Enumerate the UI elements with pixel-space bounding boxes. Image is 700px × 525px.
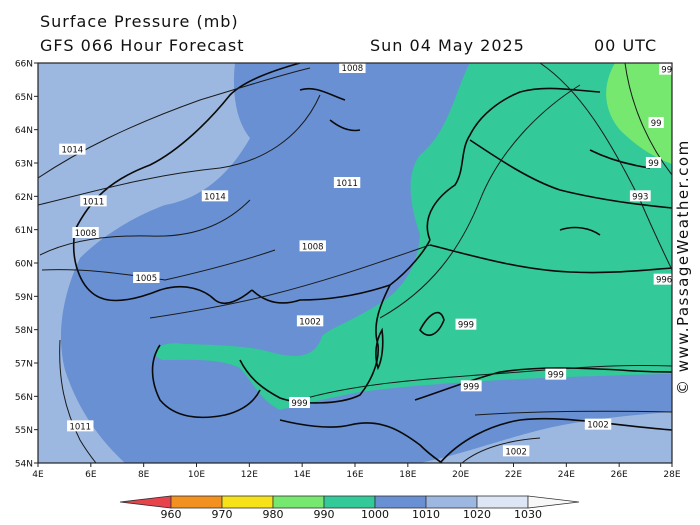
legend-swatch <box>425 495 478 509</box>
lon-label: 10E <box>188 470 205 480</box>
coastlines <box>72 63 672 463</box>
lat-label: 65N <box>15 93 33 103</box>
lat-label: 62N <box>15 193 33 203</box>
legend-swatch <box>221 495 274 509</box>
forecast-time: 00 UTC <box>594 36 658 55</box>
legend-label: 980 <box>263 508 284 521</box>
lat-label: 57N <box>15 360 33 370</box>
zone-1000 <box>154 63 672 410</box>
lat-label: 63N <box>15 160 33 170</box>
lon-label: 6E <box>85 470 97 480</box>
isobar-label-bg <box>455 318 477 330</box>
lon-label: 14E <box>294 470 311 480</box>
isobar-label: 993 <box>632 192 648 202</box>
isobar-label-bg <box>629 190 651 202</box>
lon-label: 18E <box>399 470 416 480</box>
legend-swatch <box>527 495 580 509</box>
isobar-label: 1008 <box>302 242 324 252</box>
isobar-label-bg <box>72 227 99 238</box>
legend-label: 990 <box>314 508 335 521</box>
isobar-label-bg <box>289 397 310 408</box>
isobar-label-bg <box>339 63 366 73</box>
legend-swatch <box>323 495 376 509</box>
isobar-label-bg <box>201 190 229 202</box>
lon-label: 24E <box>558 470 575 480</box>
lon-label: 16E <box>346 470 363 480</box>
isobar-label-bg <box>653 273 672 285</box>
isobar-label-bg <box>648 117 664 128</box>
legend-swatch <box>170 495 223 509</box>
isobar-label: 1008 <box>75 229 97 239</box>
legend-label: 1000 <box>361 508 389 521</box>
lon-label: 20E <box>452 470 469 480</box>
lat-label: 54N <box>15 460 33 470</box>
isobar-label: 1002 <box>299 317 321 327</box>
forecast-date: Sun 04 May 2025 <box>370 36 525 55</box>
isobar-label-bg <box>80 195 107 207</box>
isobar-label: 99 <box>661 66 672 76</box>
isobar-lines <box>38 63 672 463</box>
isobar-label: 1005 <box>135 274 157 284</box>
lon-label: 12E <box>241 470 258 480</box>
isobar-label-bg <box>296 315 324 327</box>
isobar-label-bg <box>545 368 567 380</box>
isobar-label: 996 <box>656 276 672 286</box>
isobar-label: 999 <box>458 321 474 331</box>
legend-label: 1010 <box>412 508 440 521</box>
isobar-label: 1014 <box>204 192 226 202</box>
isobar-label-bg <box>299 240 326 252</box>
isobar-label-bg <box>59 143 86 155</box>
legend-label: 970 <box>212 508 233 521</box>
isobar-label-bg <box>645 157 662 168</box>
isobar-label-bg <box>333 177 361 188</box>
isobar-label: 999 <box>291 399 307 409</box>
isobar-label: 1008 <box>342 64 364 74</box>
lat-label: 61N <box>15 226 33 236</box>
zone-1020-west <box>38 63 250 463</box>
isobar-label: 1011 <box>336 179 358 189</box>
lat-label: 59N <box>15 293 33 303</box>
forecast-label: GFS 066 Hour Forecast <box>40 36 245 55</box>
pressure-legend: 960 970 980 990 1000 1010 1020 1030 <box>119 495 580 521</box>
lat-label: 66N <box>15 60 33 70</box>
isobar-label: 999 <box>548 371 564 381</box>
isobar-label: 1011 <box>69 422 91 432</box>
lat-label: 55N <box>15 426 33 436</box>
isobar-label: 1002 <box>587 421 609 431</box>
legend-swatch <box>119 495 172 509</box>
legend-label: 1020 <box>463 508 491 521</box>
zone-990 <box>606 63 672 164</box>
isobar-label-bg <box>584 418 612 430</box>
isobar-label-bg <box>133 272 160 283</box>
isobar-label: 1011 <box>83 197 105 207</box>
lat-label: 60N <box>15 260 33 270</box>
isobar-label-bg <box>460 380 482 392</box>
isobar-label: 999 <box>463 382 479 392</box>
isobar-label-bg <box>67 420 94 432</box>
isobar-label: 1014 <box>62 146 84 156</box>
lon-label: 28E <box>663 470 680 480</box>
lat-label: 56N <box>15 393 33 403</box>
legend-swatch <box>272 495 325 509</box>
isobar-label: 99 <box>651 119 662 129</box>
axis-layer: 66N 65N 64N 63N 62N 61N 60N 59N 58N 57N 56N 55N 54N4… <box>15 60 681 481</box>
legend-swatch <box>476 495 529 509</box>
lat-label: 58N <box>15 326 33 336</box>
isobar-label: 1002 <box>505 447 527 457</box>
lon-label: 4E <box>32 470 44 480</box>
legend-label: 1030 <box>514 508 542 521</box>
lat-label: 64N <box>15 126 33 136</box>
legend-swatch <box>374 495 427 509</box>
isobar-label: 99 <box>648 159 659 169</box>
map-title: Surface Pressure (mb) <box>40 12 239 31</box>
lon-label: 8E <box>138 470 150 480</box>
lon-label: 22E <box>505 470 522 480</box>
isobar-label-bg <box>502 445 530 457</box>
legend-label: 960 <box>161 508 182 521</box>
isobar-label-bg <box>659 63 672 75</box>
lon-label: 26E <box>611 470 628 480</box>
